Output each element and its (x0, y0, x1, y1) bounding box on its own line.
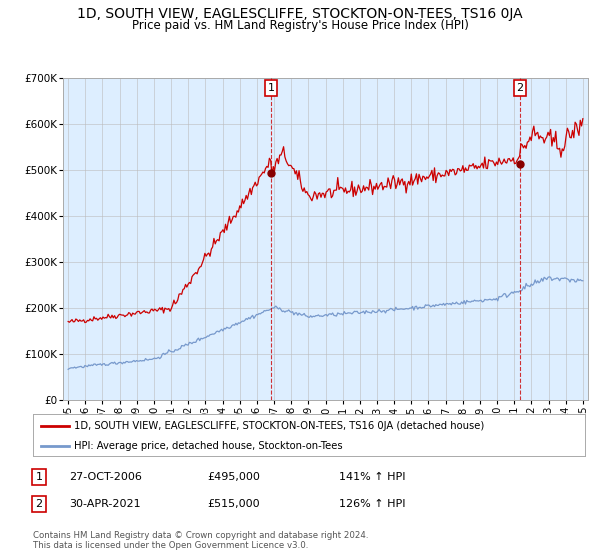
Text: HPI: Average price, detached house, Stockton-on-Tees: HPI: Average price, detached house, Stoc… (74, 441, 343, 451)
Text: 2: 2 (517, 83, 523, 93)
Text: £495,000: £495,000 (207, 472, 260, 482)
Text: 1D, SOUTH VIEW, EAGLESCLIFFE, STOCKTON-ON-TEES, TS16 0JA: 1D, SOUTH VIEW, EAGLESCLIFFE, STOCKTON-O… (77, 7, 523, 21)
Text: £515,000: £515,000 (207, 499, 260, 509)
Text: 1: 1 (35, 472, 43, 482)
Text: Price paid vs. HM Land Registry's House Price Index (HPI): Price paid vs. HM Land Registry's House … (131, 19, 469, 32)
Text: 2: 2 (35, 499, 43, 509)
Text: 30-APR-2021: 30-APR-2021 (69, 499, 140, 509)
Text: 141% ↑ HPI: 141% ↑ HPI (339, 472, 406, 482)
Text: 27-OCT-2006: 27-OCT-2006 (69, 472, 142, 482)
Text: Contains HM Land Registry data © Crown copyright and database right 2024.
This d: Contains HM Land Registry data © Crown c… (33, 531, 368, 550)
Text: 1D, SOUTH VIEW, EAGLESCLIFFE, STOCKTON-ON-TEES, TS16 0JA (detached house): 1D, SOUTH VIEW, EAGLESCLIFFE, STOCKTON-O… (74, 421, 485, 431)
Text: 126% ↑ HPI: 126% ↑ HPI (339, 499, 406, 509)
Text: 1: 1 (268, 83, 274, 93)
